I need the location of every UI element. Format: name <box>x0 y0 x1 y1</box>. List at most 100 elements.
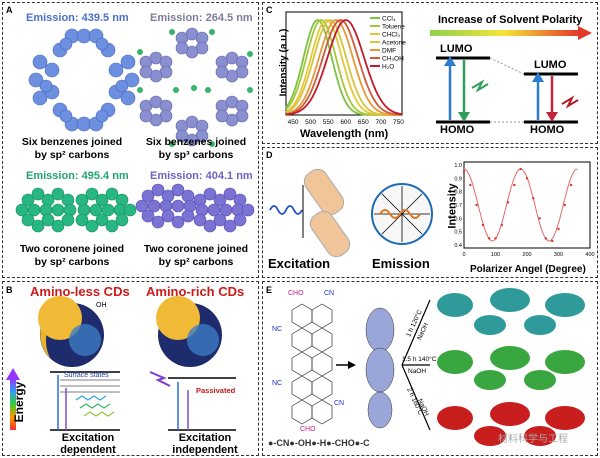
lumo-label-left: LUMO <box>440 43 473 55</box>
caption-b1: Excitation dependent <box>48 432 128 456</box>
branch-arrows <box>401 299 431 431</box>
caption-a1-line1: Six benzenes joined <box>21 136 123 148</box>
caption-a3-line1: Two coronene joined <box>19 243 125 255</box>
homo-label-right: HOMO <box>530 124 565 136</box>
group-nc-left2: NC <box>272 380 283 387</box>
surface-states-label: Surface states <box>64 372 109 379</box>
caption-b2-line1: Excitation <box>178 432 232 444</box>
solvent-line-4 <box>285 19 403 116</box>
caption-a3: Two coronene joined by sp² carbons <box>12 243 132 269</box>
solvent-lines <box>285 19 403 116</box>
polarizer-ytick-0: 1.0 <box>454 163 462 169</box>
passivated-label: Passivated <box>196 386 236 395</box>
panel-e-label: E <box>266 285 273 295</box>
watermark: 材料科学与工程 <box>498 434 568 445</box>
energy-gradient-bar <box>10 378 16 430</box>
polarizer-ytick-4: 0.6 <box>454 216 462 222</box>
caption-b2-line2: independent <box>172 444 238 456</box>
absorption-arrowhead-left <box>444 56 456 66</box>
polarizer-point-13 <box>544 237 548 240</box>
solvent-line-6 <box>286 19 403 116</box>
polarizer-point-8 <box>513 183 516 187</box>
group-cn-top: CN <box>324 290 335 297</box>
benzene-ring-sp3 <box>139 27 249 147</box>
solvent-legend-label-6: H₂O <box>382 64 394 71</box>
polarizer-point-14 <box>551 239 554 243</box>
cd-particle-left <box>38 296 104 367</box>
polarizer-point-0 <box>462 170 466 173</box>
emission-waves-left <box>75 395 115 417</box>
group-cn-right: CN <box>334 400 345 407</box>
lumo-label-right: LUMO <box>534 59 567 71</box>
solvent-legend-label-3: Acetone <box>382 40 406 47</box>
polarizer-point-12 <box>538 217 541 220</box>
condition-2: 1.5 h 140°C <box>402 356 437 363</box>
emission-arrowhead-left <box>458 112 470 122</box>
caption-b1-line2: dependent <box>60 444 116 456</box>
panel-d-label: D <box>266 150 273 160</box>
panel-d <box>262 147 598 278</box>
panel-e <box>262 281 598 456</box>
lightning-icon <box>149 371 171 387</box>
polarizer-point-5 <box>494 237 497 240</box>
panel-c-label: C <box>266 5 273 15</box>
polarizer-point-11 <box>532 197 535 200</box>
solvent-xticks: 450 500 550 600 650 700 750 <box>288 119 405 126</box>
caption-a2-line2: by sp³ carbons <box>158 149 234 161</box>
emission-label-2: Emission: 264.5 nm <box>150 12 253 24</box>
caption-b1-line1: Excitation <box>61 432 115 444</box>
solvent-legend-label-0: CCl₄ <box>382 16 396 23</box>
solvent-line-3 <box>285 19 402 116</box>
red-lightning-icon <box>561 95 579 109</box>
homo-label-left: HOMO <box>440 124 475 136</box>
emission-arrowhead-right <box>546 112 558 122</box>
group-cho-top: CHO <box>288 290 304 297</box>
solvent-line-5 <box>285 19 403 116</box>
functional-group-legend: ●-CN●-OH●-H●-CHO●-C <box>268 438 370 448</box>
solvent-xtick-1: 500 <box>305 119 316 126</box>
title-amino-less: Amino-less CDs <box>30 284 130 299</box>
panel-a-label: A <box>6 5 13 15</box>
polarizer-ytick-2: 0.8 <box>454 190 462 196</box>
cd-particle-right <box>156 296 222 367</box>
benzene-ring-sp2 <box>28 28 140 132</box>
panel-b <box>2 281 259 456</box>
polarizer-point-1 <box>469 183 472 187</box>
solvent-xtick-5: 700 <box>375 119 386 126</box>
polarizer-point-10 <box>525 177 529 180</box>
polarizer-point-16 <box>563 203 566 207</box>
caption-a4-line2: by sp² carbons <box>158 256 234 268</box>
polarity-text: Increase of Solvent Polarity <box>438 14 583 26</box>
reaction-arrowhead <box>348 361 356 369</box>
polarizer-ytick-1: 0.9 <box>454 176 462 182</box>
homo-lumo-right <box>524 72 578 124</box>
helix-green <box>437 346 585 390</box>
molecule-structure <box>291 303 333 425</box>
solvent-legend-label-1: Toluene <box>382 24 405 31</box>
emission-label-1: Emission: 439.5 nm <box>26 12 129 24</box>
green-lightning-icon <box>471 79 489 93</box>
polarizer-point-17 <box>569 183 573 187</box>
polarity-arrow-head <box>578 26 592 40</box>
emission-label-3: Emission: 495.4 nm <box>26 170 129 182</box>
absorption-arrowhead-right <box>532 72 544 82</box>
panel-c <box>262 2 598 144</box>
solvent-xtick-6: 750 <box>393 119 404 126</box>
polarizer-point-4 <box>488 237 491 240</box>
polarizer-ytick-5: 0.5 <box>454 230 462 236</box>
solvent-legend-label-5: CH₃OH <box>382 56 404 63</box>
emission-arrows <box>374 186 430 242</box>
polarizer-point-9 <box>519 167 522 171</box>
panel-a <box>2 2 259 278</box>
panel-b-label: B <box>6 285 13 295</box>
emission-label: Emission <box>372 256 430 271</box>
excitation-wave <box>269 205 303 215</box>
hydrogen-atoms <box>137 29 253 147</box>
polarizer-plot: 1.0 0.9 0.8 0.7 0.6 0.5 0.40 100 200 300 400 <box>454 161 595 258</box>
caption-a1-line2: by sp² carbons <box>34 149 110 161</box>
